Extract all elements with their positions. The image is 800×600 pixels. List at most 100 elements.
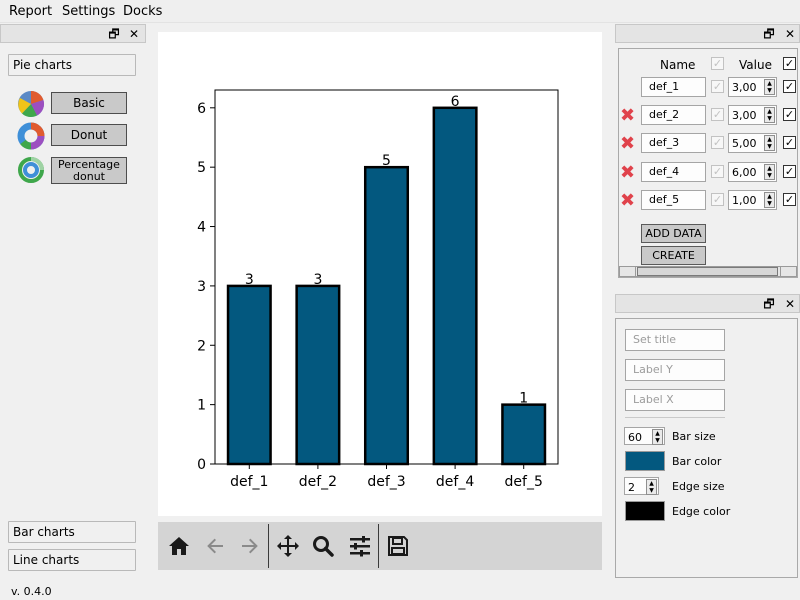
version-label: v. 0.4.0: [11, 585, 52, 598]
row-value-spinbox[interactable]: 6,00 ▲ ▼: [728, 162, 777, 182]
forward-arrow-icon[interactable]: [238, 534, 262, 558]
remove-row-icon[interactable]: ✖: [620, 190, 636, 211]
spin-arrows-icon[interactable]: ▲ ▼: [764, 79, 775, 95]
row-value-checkbox[interactable]: ✓: [783, 165, 796, 178]
x-tick-label: def_5: [505, 474, 543, 490]
row-name-checkbox: ✓: [711, 193, 724, 206]
row-name-input[interactable]: def_2: [641, 105, 706, 125]
row-name-checkbox: ✓: [711, 80, 724, 93]
home-icon[interactable]: [167, 534, 191, 558]
data-label: 5: [382, 153, 391, 169]
row-name-input[interactable]: def_3: [641, 133, 706, 153]
remove-row-icon[interactable]: ✖: [620, 105, 636, 126]
close-icon[interactable]: ✕: [784, 27, 796, 41]
style-panel: [615, 318, 798, 578]
menu-report[interactable]: Report: [9, 4, 53, 19]
edge-color-swatch[interactable]: [625, 501, 665, 521]
edge-size-value: 2: [628, 481, 635, 494]
pie-icon: [18, 90, 45, 118]
row-value: 3,00: [732, 109, 757, 122]
x-tick-label: def_1: [230, 474, 268, 490]
bar-color-swatch[interactable]: [625, 451, 665, 471]
value-header-checkbox[interactable]: ✓: [783, 57, 796, 70]
x-tick-label: def_2: [299, 474, 337, 490]
y-tick-label: 4: [197, 220, 206, 236]
menu-bar: Report Settings Docks: [0, 0, 800, 23]
edge-size-spinbox[interactable]: 2 ▲ ▼: [624, 477, 659, 495]
percentage-donut-button[interactable]: Percentage donut: [51, 157, 127, 184]
data-dock-titlebar[interactable]: 🗗 ✕: [615, 24, 800, 43]
configure-subplots-icon[interactable]: [348, 534, 372, 558]
float-icon[interactable]: 🗗: [763, 297, 775, 311]
spin-arrows-icon[interactable]: ▲ ▼: [764, 135, 775, 151]
row-value-spinbox[interactable]: 1,00 ▲ ▼: [728, 190, 777, 210]
row-name-input[interactable]: def_4: [641, 162, 706, 182]
row-value-checkbox[interactable]: ✓: [783, 80, 796, 93]
label-y-input[interactable]: Label Y: [625, 359, 725, 381]
remove-row-icon[interactable]: ✖: [620, 133, 636, 154]
name-column-header: Name: [660, 58, 696, 72]
zoom-icon[interactable]: [311, 534, 335, 558]
style-dock-titlebar[interactable]: 🗗 ✕: [615, 294, 800, 313]
plot-toolbar: [158, 522, 602, 570]
basic-pie-button[interactable]: Basic: [51, 92, 127, 114]
bar-chart: 3 def_1 3 def_2 5 def_3 6 def_4 1 def_5 0 1 2 3 4 5 6: [197, 89, 559, 490]
bar: [501, 403, 547, 466]
menu-docks[interactable]: Docks: [123, 4, 163, 19]
close-icon[interactable]: ✕: [128, 27, 140, 41]
y-tick-label: 6: [197, 101, 206, 117]
row-name-input[interactable]: def_5: [641, 190, 706, 210]
y-tick-label: 3: [197, 279, 206, 295]
create-button[interactable]: CREATE: [641, 246, 706, 265]
chart-canvas: 3 def_1 3 def_2 5 def_3 6 def_4 1 def_5 0 1 2 3 4 5 6: [158, 32, 602, 516]
row-value-spinbox[interactable]: 3,00 ▲ ▼: [728, 105, 777, 125]
row-name-checkbox: ✓: [711, 165, 724, 178]
bar-size-spinbox[interactable]: 60 ▲ ▼: [624, 427, 665, 445]
scrollbar-thumb[interactable]: [637, 267, 778, 276]
pie-charts-button[interactable]: Pie charts: [8, 54, 136, 76]
horizontal-scrollbar[interactable]: [619, 266, 797, 277]
edge-size-label: Edge size: [672, 480, 725, 493]
spin-arrows-icon[interactable]: ▲ ▼: [764, 192, 775, 208]
row-value-checkbox[interactable]: ✓: [783, 193, 796, 206]
save-icon[interactable]: [386, 534, 410, 558]
data-label: 6: [451, 94, 460, 110]
float-icon[interactable]: 🗗: [108, 27, 120, 41]
left-dock-titlebar[interactable]: 🗗 ✕: [0, 24, 146, 43]
spin-arrows-icon[interactable]: ▲ ▼: [764, 164, 775, 180]
row-name-input[interactable]: def_1: [641, 77, 706, 97]
back-arrow-icon[interactable]: [203, 534, 227, 558]
remove-row-icon[interactable]: ✖: [620, 162, 636, 183]
y-tick-label: 5: [197, 160, 206, 176]
bar: [432, 106, 478, 466]
donut-icon: [17, 122, 45, 150]
row-value-checkbox[interactable]: ✓: [783, 108, 796, 121]
pan-icon[interactable]: [276, 534, 300, 558]
donut-button[interactable]: Donut: [51, 124, 127, 146]
scroll-left-arrow-icon[interactable]: [620, 267, 636, 276]
name-header-checkbox: ✓: [711, 57, 724, 70]
spin-arrows-icon[interactable]: ▲ ▼: [646, 479, 657, 495]
bar-charts-button[interactable]: Bar charts: [8, 521, 136, 543]
line-charts-button[interactable]: Line charts: [8, 549, 136, 571]
bar: [295, 284, 341, 466]
row-value-spinbox[interactable]: 5,00 ▲ ▼: [728, 133, 777, 153]
menu-settings[interactable]: Settings: [62, 4, 116, 19]
spin-arrows-icon[interactable]: ▲ ▼: [652, 429, 663, 445]
label-x-input[interactable]: Label X: [625, 389, 725, 411]
close-icon[interactable]: ✕: [784, 297, 796, 311]
bar-size-value: 60: [628, 431, 642, 444]
row-value: 6,00: [732, 166, 757, 179]
float-icon[interactable]: 🗗: [763, 27, 775, 41]
percentage-donut-icon: [18, 157, 44, 183]
add-data-button[interactable]: ADD DATA: [641, 224, 706, 243]
scroll-right-arrow-icon[interactable]: [780, 267, 796, 276]
row-value-checkbox[interactable]: ✓: [783, 136, 796, 149]
spin-arrows-icon[interactable]: ▲ ▼: [764, 107, 775, 123]
title-input[interactable]: Set title: [625, 329, 725, 351]
row-name-checkbox: ✓: [711, 108, 724, 121]
data-label: 3: [245, 272, 254, 288]
row-value-spinbox[interactable]: 3,00 ▲ ▼: [728, 77, 777, 97]
data-label: 3: [313, 272, 322, 288]
row-value: 1,00: [732, 194, 757, 207]
